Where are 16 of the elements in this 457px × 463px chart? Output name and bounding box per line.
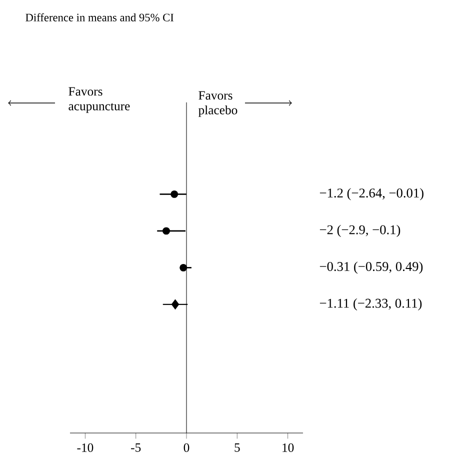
x-tick-label: -10 <box>77 443 94 452</box>
x-tick-label: 5 <box>234 443 240 452</box>
point <box>171 299 180 310</box>
text: −2 (−2.9, −0.1) <box>320 224 400 237</box>
x-tick-label: 10 <box>282 443 294 452</box>
point <box>180 264 188 272</box>
text: −1.2 (−2.64, −0.01) <box>320 188 424 200</box>
x-tick-label: -5 <box>131 443 141 452</box>
annotation: Favors placebo <box>198 91 238 117</box>
text: −0.31 (−0.59, 0.49) <box>320 262 423 274</box>
chart-title: Difference in means and 95% CI <box>26 13 174 22</box>
annotation: Favors acupuncture <box>68 87 130 113</box>
point <box>162 227 170 235</box>
point <box>170 190 178 198</box>
text: −1.11 (−2.33, 0.11) <box>320 298 422 310</box>
x-tick-label: 0 <box>184 443 190 452</box>
